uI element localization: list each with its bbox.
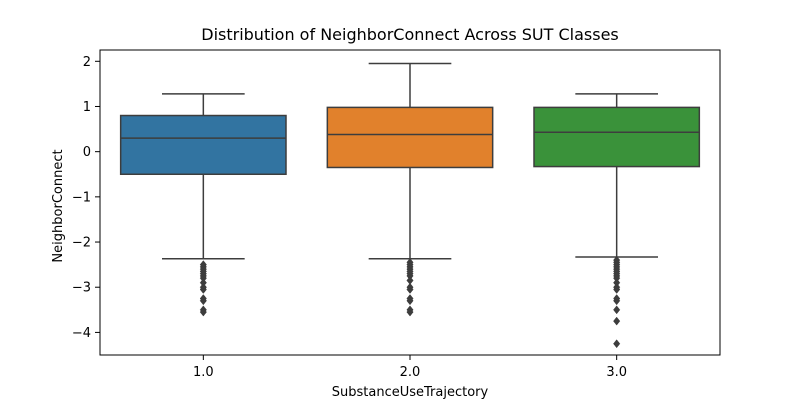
outlier-point [613,316,621,326]
box-group-1 [119,93,287,317]
y-tick-label: −2 [72,236,91,251]
y-tick-label: −3 [72,281,91,296]
outlier-point [613,305,621,315]
outlier-point [406,296,414,306]
y-axis-label: NeighborConnect [51,149,66,262]
plot-area [119,62,701,349]
iqr-box [326,106,494,169]
outlier-point [613,339,621,349]
outlier-point [613,296,621,306]
box-group-2 [326,62,494,317]
box-group-3 [533,93,701,349]
outlier-point [199,307,207,317]
x-tick-label: 2.0 [400,365,421,380]
outlier-point [406,285,414,294]
x-tick-label: 3.0 [606,365,627,380]
outlier-point [613,285,621,294]
iqr-box [119,114,287,176]
x-axis-label: SubstanceUseTrajectory [332,385,489,400]
outlier-point [199,296,207,306]
iqr-box [533,106,701,168]
chart-title: Distribution of NeighborConnect Across S… [201,25,619,44]
y-tick-label: 0 [83,145,91,160]
y-tick-label: −4 [72,326,91,341]
y-tick-label: −1 [72,190,91,205]
outlier-point [406,307,414,317]
x-tick-label: 1.0 [193,365,214,380]
y-tick-label: 1 [83,100,91,115]
axes: 2 1 0 −1 −2 −3 −4 1.0 2.0 3.0 [72,49,721,380]
y-tick-label: 2 [83,55,91,70]
outlier-point [199,285,207,294]
